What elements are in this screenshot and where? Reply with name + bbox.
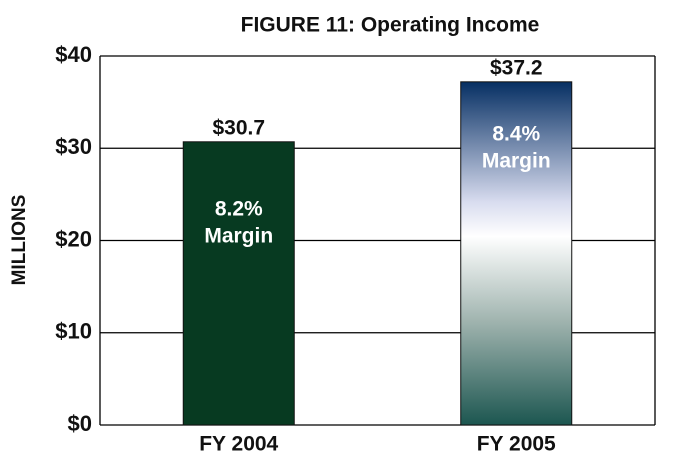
y-axis-label: MILLIONS xyxy=(9,195,30,286)
x-tick-label: FY 2004 xyxy=(199,433,278,456)
x-tick-label: FY 2005 xyxy=(477,433,556,456)
y-tick-label: $40 xyxy=(55,42,92,67)
value-label: $37.2 xyxy=(490,56,543,79)
y-tick-label: $0 xyxy=(68,411,92,436)
y-tick-label: $20 xyxy=(55,226,92,251)
bar-annotation: Margin xyxy=(482,149,551,172)
value-label: $30.7 xyxy=(212,116,265,139)
bar-annotation: Margin xyxy=(204,224,273,247)
chart-title: FIGURE 11: Operating Income xyxy=(241,14,540,37)
bar xyxy=(182,141,295,426)
y-tick-label: $30 xyxy=(55,134,92,159)
bar xyxy=(460,81,573,426)
bar-annotation: 8.4% xyxy=(492,122,540,145)
bar-annotation: 8.2% xyxy=(215,197,263,220)
y-tick-label: $10 xyxy=(55,319,92,344)
